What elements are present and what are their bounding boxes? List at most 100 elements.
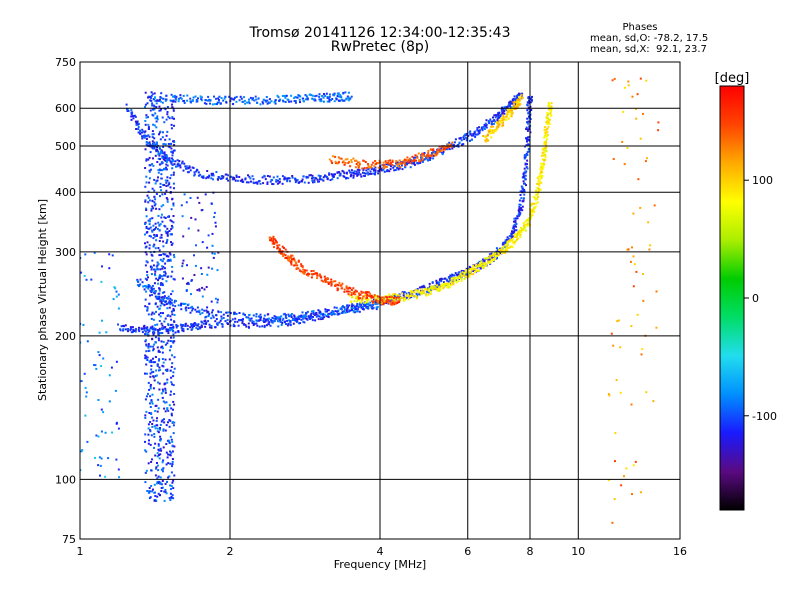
data-point — [357, 173, 360, 176]
data-point — [446, 283, 449, 286]
data-point — [645, 391, 648, 394]
data-point — [363, 172, 366, 174]
data-point — [350, 169, 353, 172]
data-point — [215, 171, 218, 173]
data-point — [278, 244, 281, 247]
data-point — [508, 235, 511, 237]
data-point — [388, 296, 391, 298]
data-point — [194, 324, 197, 326]
data-point — [157, 247, 160, 249]
data-point — [144, 199, 147, 202]
data-point — [147, 491, 150, 494]
data-point — [166, 480, 168, 483]
data-point — [432, 157, 435, 160]
data-point — [415, 292, 418, 295]
data-point — [242, 312, 245, 315]
data-point — [158, 329, 161, 332]
data-point — [173, 314, 176, 316]
data-point — [336, 95, 339, 98]
data-point — [398, 299, 401, 302]
data-point — [161, 486, 164, 489]
data-point — [518, 213, 521, 216]
data-point — [522, 197, 525, 200]
data-point — [373, 165, 376, 168]
data-point — [145, 245, 148, 248]
data-point — [168, 475, 171, 478]
data-point — [405, 292, 408, 295]
data-point — [166, 113, 169, 116]
data-point — [416, 294, 419, 297]
data-point — [139, 132, 142, 135]
data-point — [161, 419, 164, 422]
data-point — [198, 201, 201, 204]
data-point — [238, 176, 241, 178]
data-point — [256, 182, 259, 185]
data-point — [380, 302, 383, 305]
data-point — [153, 425, 156, 428]
data-point — [448, 148, 451, 151]
data-point — [281, 319, 284, 322]
data-point — [164, 272, 167, 275]
data-point — [175, 324, 178, 327]
data-point — [160, 483, 163, 486]
data-point — [639, 491, 642, 494]
data-point — [161, 284, 164, 287]
data-point — [337, 171, 340, 174]
data-point — [421, 158, 424, 161]
data-point — [306, 310, 309, 313]
data-point — [522, 229, 525, 232]
data-point — [151, 205, 154, 208]
data-point — [448, 141, 451, 144]
data-point — [356, 174, 359, 177]
data-point — [522, 227, 525, 230]
data-point — [201, 241, 204, 244]
data-point — [500, 249, 503, 252]
data-point — [616, 320, 619, 323]
data-point — [448, 275, 451, 278]
data-point — [166, 111, 169, 113]
data-point — [385, 161, 388, 164]
data-point — [135, 123, 138, 126]
data-point — [311, 97, 314, 100]
data-point — [200, 98, 203, 101]
data-point — [356, 308, 359, 311]
grid-lines — [80, 62, 680, 539]
data-point — [144, 416, 147, 419]
data-point — [168, 117, 171, 120]
data-point — [297, 267, 300, 270]
data-point — [264, 100, 267, 103]
data-point — [158, 168, 161, 171]
data-point — [506, 240, 509, 243]
data-point — [187, 303, 190, 306]
data-point — [148, 169, 151, 172]
data-point — [543, 159, 546, 162]
data-point — [86, 440, 89, 443]
data-point — [492, 116, 494, 119]
data-point — [436, 152, 439, 154]
data-point — [156, 117, 159, 119]
data-point — [430, 154, 433, 157]
data-point — [299, 322, 302, 325]
data-point — [162, 97, 165, 100]
data-point — [419, 161, 422, 164]
data-point — [524, 174, 527, 177]
data-point — [369, 301, 372, 304]
data-point — [347, 293, 350, 296]
data-point — [622, 110, 625, 113]
data-point — [312, 311, 315, 314]
data-point — [294, 100, 297, 102]
data-point — [204, 325, 207, 328]
data-point — [222, 317, 225, 319]
data-point — [213, 216, 216, 219]
data-point — [474, 135, 477, 138]
data-point — [155, 374, 158, 377]
data-point — [204, 99, 207, 102]
data-point — [526, 167, 529, 170]
data-point — [159, 435, 162, 438]
data-point — [627, 84, 630, 87]
data-point — [406, 163, 409, 166]
data-point — [170, 318, 173, 321]
data-point — [345, 97, 348, 100]
data-point — [641, 348, 644, 351]
